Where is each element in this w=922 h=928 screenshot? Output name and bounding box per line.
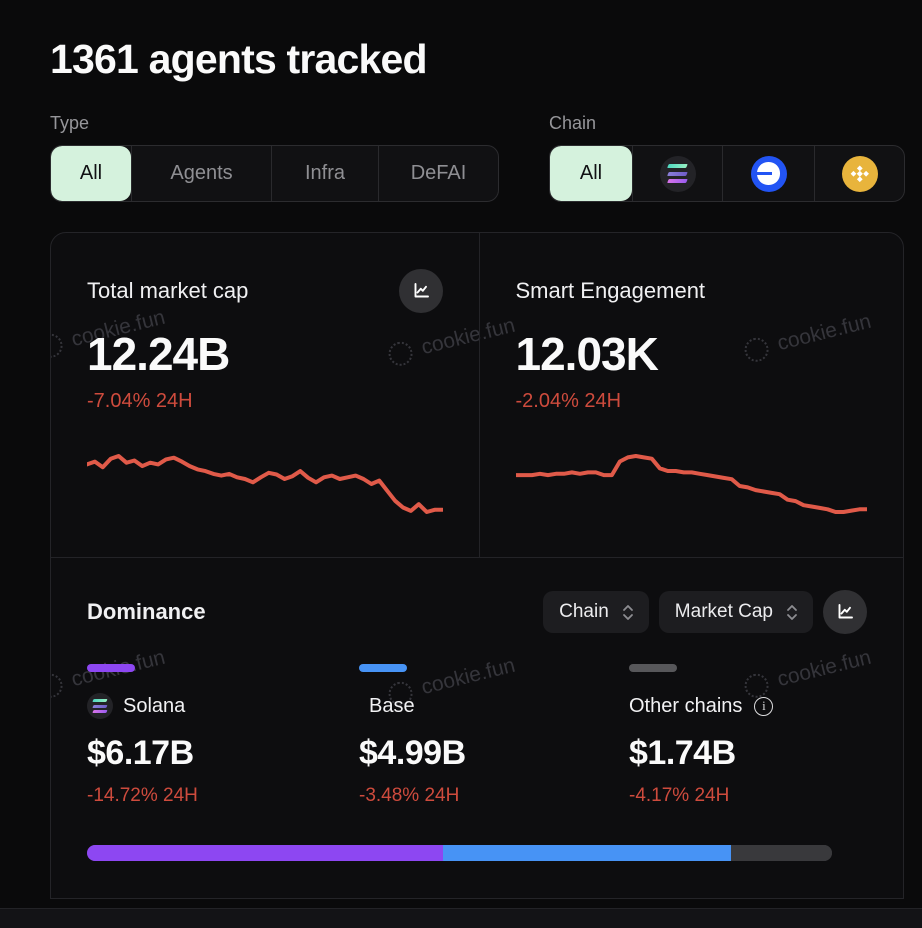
- next-section-edge: [0, 908, 922, 928]
- metric-sort-dropdown[interactable]: Market Cap: [658, 591, 813, 633]
- engagement-value: 12.03K: [515, 328, 659, 380]
- market-cap-change: -7.04% 24H: [87, 390, 193, 412]
- dominance-chain-name: Other chains: [629, 694, 743, 717]
- sort-chevrons-icon: [622, 604, 633, 620]
- chart-line-icon: [838, 604, 853, 619]
- chain-option-bnb[interactable]: [814, 146, 904, 201]
- market-cap-sparkline: [87, 454, 443, 514]
- solana-icon: [659, 155, 696, 192]
- stats-container: cookie.fun cookie.fun cookie.fun cookie.…: [50, 232, 904, 899]
- solana-icon: [87, 693, 113, 719]
- type-option-agents[interactable]: Agents: [131, 146, 271, 201]
- dominance-color-pill: [87, 664, 135, 672]
- agents-dashboard: 1361 agents tracked Type All Agents Infra D…: [0, 0, 922, 899]
- dominance-change: -3.48% 24H: [359, 785, 460, 806]
- dominance-chain-name: Base: [369, 694, 415, 717]
- base-icon: [750, 155, 787, 192]
- dominance-controls: Chain Market Cap: [543, 590, 867, 634]
- type-filter-label: Type: [50, 113, 90, 133]
- bnb-icon: [841, 155, 878, 192]
- chart-line-icon: [414, 283, 429, 298]
- dominance-chain-name: Solana: [123, 694, 186, 717]
- dominance-bar-segment-solana: [87, 845, 444, 861]
- engagement-change: -2.04% 24H: [515, 390, 622, 412]
- dominance-change: -4.17% 24H: [629, 785, 730, 806]
- dominance-chain-icon-slot: [87, 693, 113, 719]
- dominance-section: Dominance Chain Market Cap: [51, 558, 903, 861]
- chain-sort-dropdown-label: Chain: [559, 601, 609, 622]
- chain-sort-dropdown[interactable]: Chain: [543, 591, 649, 633]
- smart-engagement-card: Smart Engagement 12.03K -2.04% 24H: [478, 233, 904, 557]
- dominance-entry-other-chains: Other chains $1.74B -4.17% 24H: [629, 664, 867, 807]
- dominance-value: $1.74B: [629, 734, 736, 772]
- dominance-value: $4.99B: [359, 734, 466, 772]
- metric-sort-dropdown-label: Market Cap: [674, 601, 773, 622]
- type-filter: All Agents Infra DeFAI: [50, 145, 499, 202]
- dominance-bar: [87, 845, 832, 861]
- type-option-infra[interactable]: Infra: [271, 146, 378, 201]
- dominance-entry-solana: Solana $6.17B -14.72% 24H: [87, 664, 359, 807]
- dominance-change: -14.72% 24H: [87, 785, 198, 806]
- chain-option-all[interactable]: All: [550, 146, 632, 201]
- dominance-bar-segment-other-chains: [731, 845, 832, 861]
- engagement-sparkline: [515, 454, 867, 514]
- info-icon[interactable]: [754, 696, 774, 716]
- dominance-bar-segment-base: [443, 845, 732, 861]
- market-cap-title: Total market cap: [87, 278, 249, 303]
- dominance-value: $6.17B: [87, 734, 194, 772]
- dominance-color-pill: [629, 664, 677, 672]
- type-option-all[interactable]: All: [51, 146, 131, 201]
- market-cap-value: 12.24B: [87, 328, 230, 380]
- type-option-defai[interactable]: DeFAI: [378, 146, 498, 201]
- chain-option-solana[interactable]: [632, 146, 722, 201]
- chain-option-base[interactable]: [722, 146, 814, 201]
- filters-row: Type All Agents Infra DeFAI Chain All: [50, 113, 922, 202]
- market-cap-chart-button[interactable]: [398, 269, 443, 313]
- dominance-entry-base: Base $4.99B -3.48% 24H: [359, 664, 629, 807]
- type-filter-group: Type All Agents Infra DeFAI: [50, 113, 499, 202]
- page-title: 1361 agents tracked: [50, 36, 428, 82]
- chain-filter-group: Chain All: [549, 113, 905, 202]
- dominance-entries: Solana $6.17B -14.72% 24H Base $4.99B -3…: [87, 664, 867, 807]
- dominance-chart-button[interactable]: [823, 590, 867, 634]
- total-market-cap-card: Total market cap 12.24B -7.04% 24H: [51, 233, 479, 557]
- chain-filter-label: Chain: [549, 113, 597, 133]
- engagement-title: Smart Engagement: [515, 278, 706, 303]
- dominance-color-pill: [359, 664, 407, 672]
- sort-chevrons-icon: [787, 604, 797, 620]
- chain-filter: All: [549, 145, 905, 202]
- top-stats-row: Total market cap 12.24B -7.04% 24H Smart…: [51, 233, 903, 558]
- dominance-title: Dominance: [87, 599, 206, 624]
- bnb-diamond-glyph: [850, 165, 869, 182]
